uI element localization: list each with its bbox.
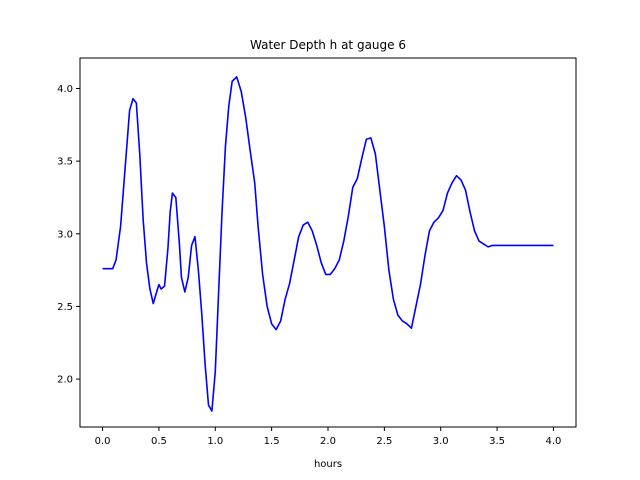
x-tick-label: 4.0: [546, 436, 562, 447]
x-tick-label: 2.0: [320, 436, 336, 447]
series-line-0: [102, 76, 554, 412]
x-axis: 0.0 0.5 1.0 1.5 2.0 2.5 3.0 3.5 4.0: [95, 427, 562, 447]
y-axis: 2.0 2.5 3.0 3.5 4.0: [57, 84, 80, 386]
x-tick-label: 1.5: [264, 436, 280, 447]
y-tick-label: 2.0: [57, 375, 73, 386]
x-tick-label: 3.0: [433, 436, 449, 447]
y-tick-label: 4.0: [57, 84, 73, 95]
y-tick-label: 3.5: [57, 157, 73, 168]
x-axis-label: hours: [314, 459, 342, 470]
y-tick-label: 3.0: [57, 229, 73, 240]
plot-area: [102, 76, 554, 412]
x-tick-label: 3.5: [489, 436, 505, 447]
x-tick-label: 0.5: [151, 436, 167, 447]
chart-title: Water Depth h at gauge 6: [250, 38, 406, 52]
x-tick-label: 1.0: [207, 436, 223, 447]
y-tick-label: 2.5: [57, 302, 73, 313]
x-tick-label: 2.5: [376, 436, 392, 447]
x-tick-label: 0.0: [95, 436, 111, 447]
